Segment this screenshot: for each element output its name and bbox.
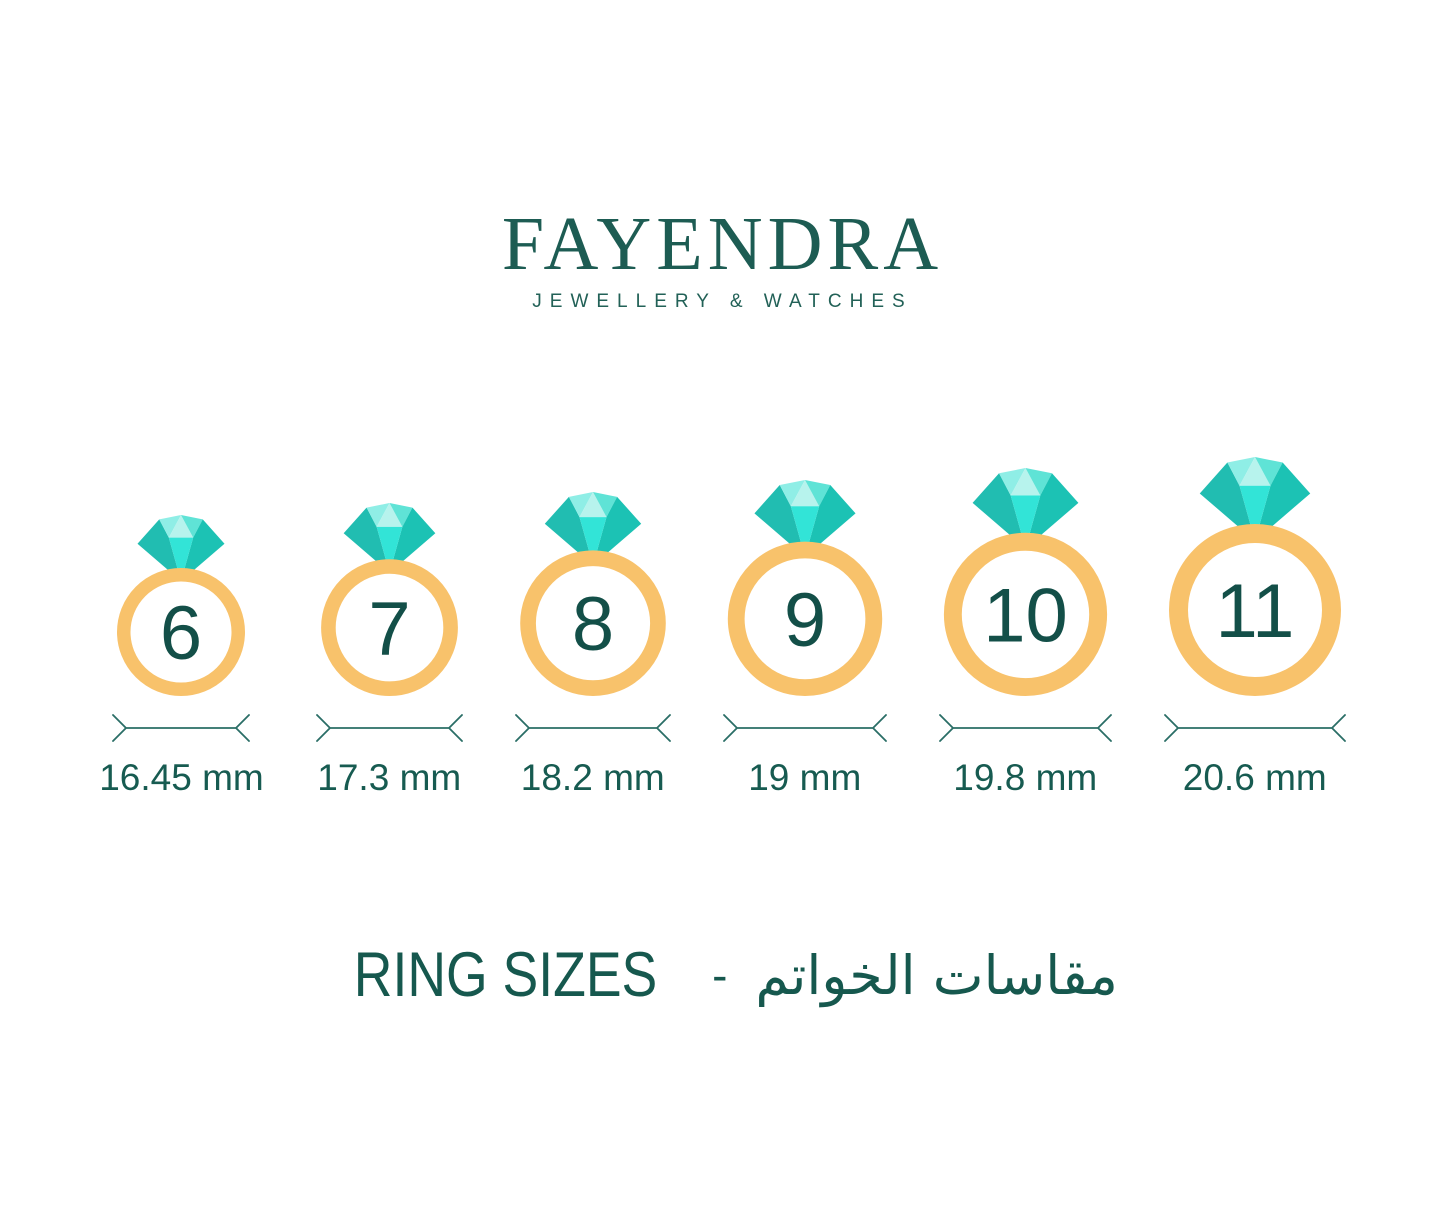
diamond-facet [181,519,225,582]
ring-band [519,550,666,696]
diamond-facet [181,515,204,538]
brand-logo: FAYENDRA JEWELLERY & WATCHES [0,206,1445,313]
diamond-facet [376,526,403,573]
diamond-facet [1254,462,1310,541]
diamond-facet [1254,457,1283,486]
dimension-arrow-line [938,714,1112,742]
ring-diameter-label: 18.2 mm [520,757,665,798]
diamond-facet [169,537,194,582]
ring-diameter-label: 19 mm [748,757,862,798]
footer-title-arabic: مقاسات الخواتم [755,943,1118,1007]
dimension-arrow-line [315,714,463,742]
diamond-facet [579,492,607,518]
ring-with-diamond-icon: 6 [115,515,247,697]
diamond-facet [366,503,390,527]
footer-title-english: RING SIZES [353,940,658,1010]
diamond-facet [1199,462,1255,541]
diamond-facet [754,485,805,557]
ring-band [117,568,246,696]
diamond-facet [804,480,831,507]
dimension-arrow-icon [1163,712,1346,744]
dimension-arrow-icon [514,712,671,744]
ring-with-diamond-icon: 7 [319,503,460,697]
dimension-arrow-line [514,714,671,742]
ring-column: 6 16.45 mm [99,515,264,800]
dimension-arrow-icon [938,712,1112,744]
ring-band [1168,524,1341,696]
ring-diameter-label: 19.8 mm [953,757,1098,798]
ring-size-number: 10 [983,573,1068,658]
dimension-arrow-icon [315,712,463,744]
diamond-facet [389,503,413,527]
diamond-facet [169,515,194,538]
diamond-facet [998,468,1026,496]
dimension-arrow-icon [722,712,887,744]
diamond-facet [592,492,617,518]
ring-size-row: 6 16.45 mm 7 17.3 mm 8 18.2 mm 9 19 mm 1… [99,457,1346,800]
ring-band [943,532,1107,696]
diamond-facet [790,480,819,507]
ring-column: 11 20.6 mm [1163,457,1346,800]
diamond-facet [159,515,182,538]
brand-name: FAYENDRA [501,202,944,286]
ring-with-diamond-icon: 10 [942,468,1109,697]
ring-diameter-label: 17.3 mm [317,757,462,798]
diamond-facet [376,503,403,527]
dimension-arrow-line [1163,714,1346,742]
diamond-facet [568,492,593,518]
ring-column: 9 19 mm [722,480,887,800]
ring-diameter-label: 20.6 mm [1182,757,1327,798]
diamond-facet [779,480,805,507]
diamond-facet [1025,468,1052,496]
diamond-facet [1025,473,1079,549]
diamond-facet [343,507,390,573]
ring-size-number: 11 [1215,569,1294,654]
ring-size-number: 6 [160,591,202,676]
ring-size-number: 8 [572,582,614,667]
ring-size-number: 7 [368,587,410,672]
diamond-facet [592,496,641,566]
brand-tagline: JEWELLERY & WATCHES [532,291,913,312]
dimension-arrow-line [722,714,887,742]
ring-column: 8 18.2 mm [514,492,671,800]
footer-title: RING SIZES - مقاسات الخواتم [0,930,1445,1020]
diamond-facet [137,519,182,582]
diamond-facet [972,473,1026,549]
ring-column: 10 19.8 mm [938,468,1112,800]
ring-size-number: 9 [784,578,826,663]
ring-with-diamond-icon: 8 [518,492,668,697]
dimension-arrow-icon [112,712,251,744]
diamond-facet [389,507,436,573]
diamond-facet [1239,457,1271,486]
ring-with-diamond-icon: 11 [1167,457,1343,697]
ring-band [320,559,458,696]
ring-band [727,541,882,697]
diamond-facet [1227,457,1255,486]
diamond-facet [579,517,607,566]
ring-diameter-label: 16.45 mm [99,757,264,798]
footer-separator: - [712,949,728,1001]
diamond-facet [804,485,856,557]
diamond-facet [1010,468,1041,496]
diamond-facet [790,506,819,557]
diamond-facet [1010,495,1041,549]
diamond-facet [544,496,593,566]
ring-with-diamond-icon: 9 [726,480,884,697]
dimension-arrow-line [112,714,251,742]
diamond-facet [1239,485,1271,541]
ring-column: 7 17.3 mm [315,503,463,800]
